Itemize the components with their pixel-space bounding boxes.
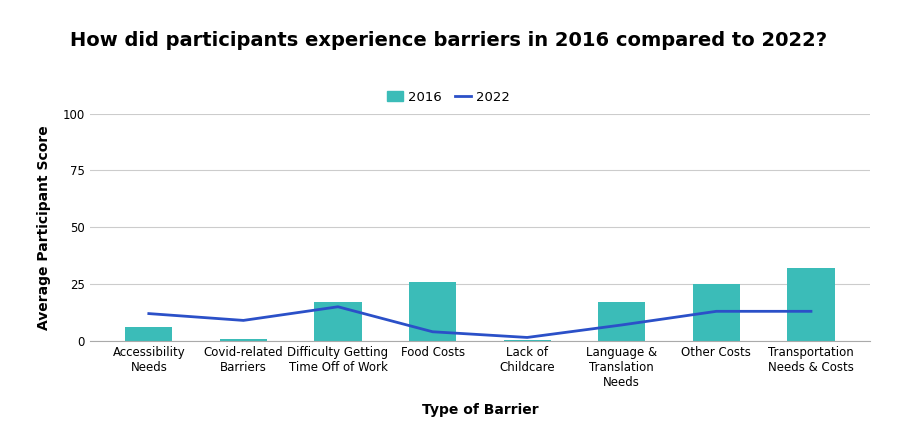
Bar (409, 282, 457, 341)
Bar (503, 340, 551, 341)
Bar (220, 339, 267, 341)
Bar (314, 302, 361, 341)
Y-axis label: Average Participant Score: Average Participant Score (38, 125, 51, 329)
Bar (788, 268, 834, 341)
Bar (598, 302, 646, 341)
Bar (126, 327, 172, 341)
Legend: 2016, 2022: 2016, 2022 (382, 85, 515, 109)
X-axis label: Type of Barrier: Type of Barrier (422, 402, 538, 416)
Bar (692, 284, 740, 341)
Text: How did participants experience barriers in 2016 compared to 2022?: How did participants experience barriers… (70, 31, 827, 49)
